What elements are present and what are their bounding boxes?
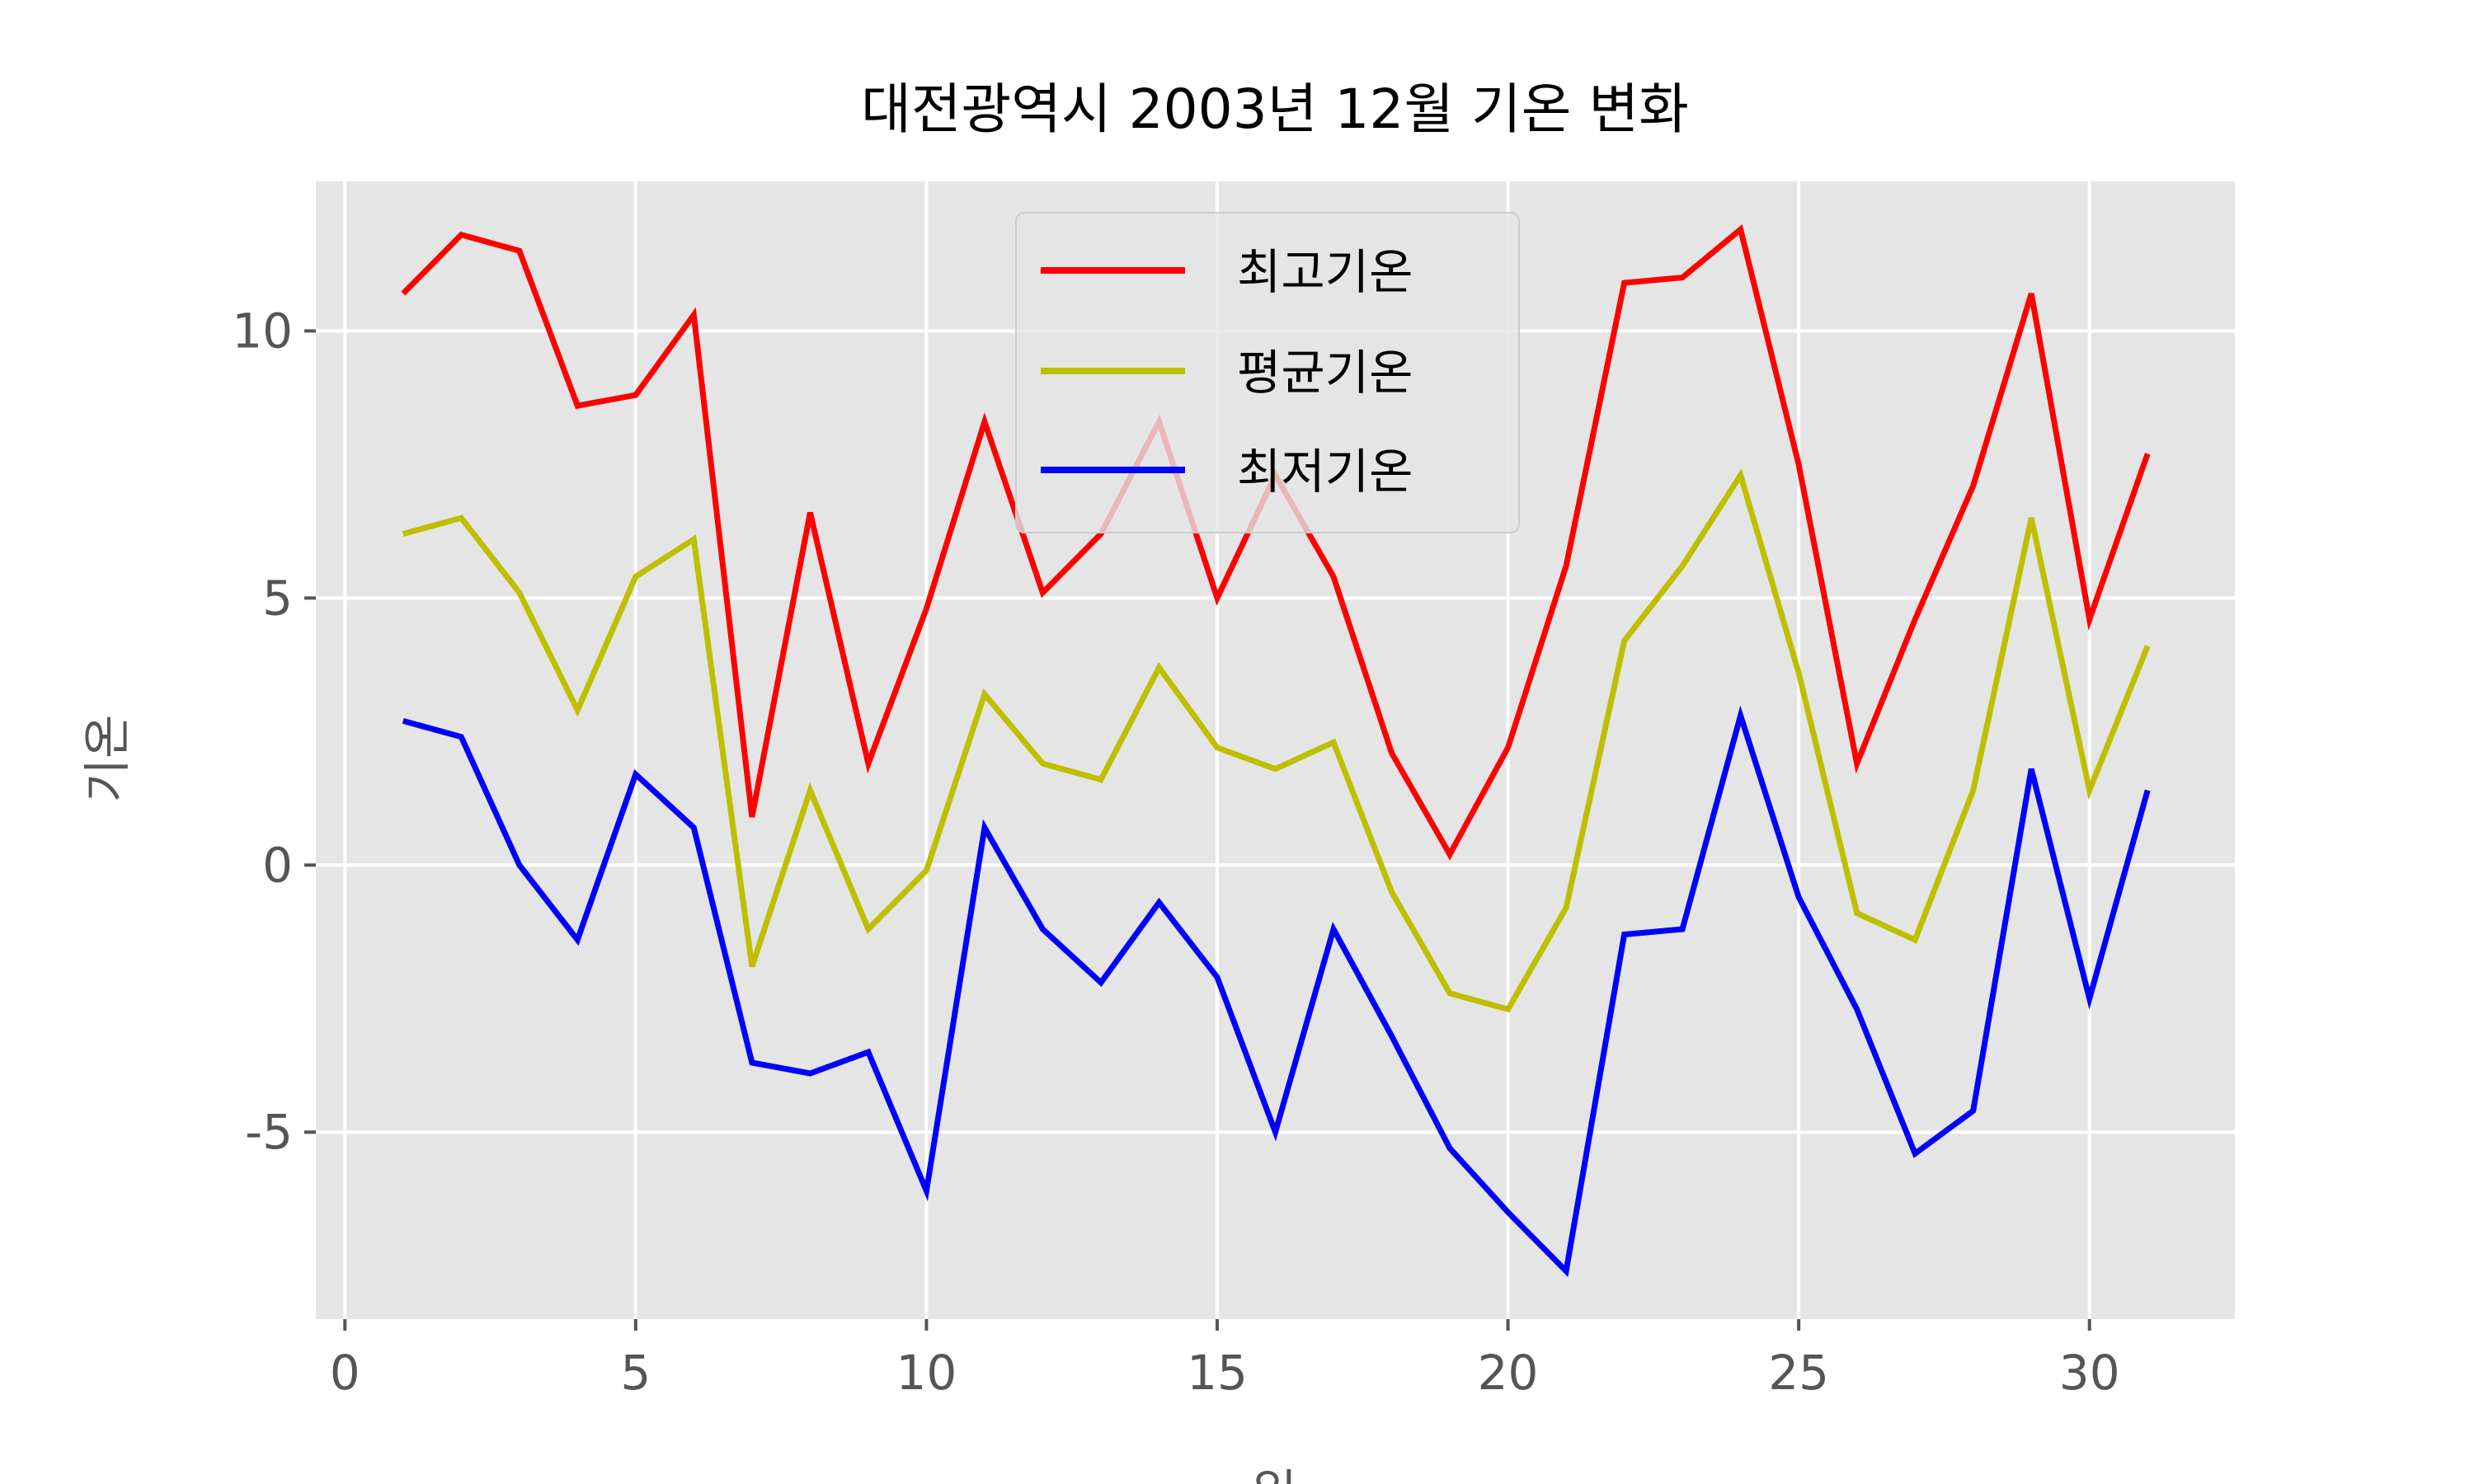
x-axis-label: 일 [1253,1464,1296,1484]
legend-label: 최고기온 [1237,244,1413,300]
legend-entry: 평균기온 [1041,345,1413,401]
y-tick-label: 10 [232,303,293,359]
axis-ticks: 0 5 10 15 20 25 30 -5 0 5 10 [232,303,2119,1401]
series-line [402,467,2151,1013]
legend-entry: 최고기온 [1041,244,1413,300]
x-tick-label: 25 [1768,1345,1829,1401]
x-tick-label: 0 [330,1345,360,1401]
chart-title: 대전광역시 2003년 12월 기온 변화 [861,77,1689,141]
legend-box [1015,212,1520,533]
x-tick-label: 30 [2059,1345,2120,1401]
y-tick-label: 0 [262,837,293,893]
series-line [402,705,2151,1277]
x-tick-label: 5 [620,1345,651,1401]
x-tick-label: 20 [1478,1345,1539,1401]
x-tick-label: 15 [1187,1345,1248,1401]
y-axis-label: 기온 [79,715,135,803]
y-tick-label: -5 [245,1104,293,1160]
legend: 최고기온 평균기온 최저기온 [1015,212,1520,533]
x-tick-label: 10 [896,1345,957,1401]
legend-label: 최저기온 [1237,444,1413,500]
legend-label: 평균기온 [1237,345,1413,401]
legend-entry: 최저기온 [1041,444,1413,500]
y-tick-label: 5 [262,570,293,626]
